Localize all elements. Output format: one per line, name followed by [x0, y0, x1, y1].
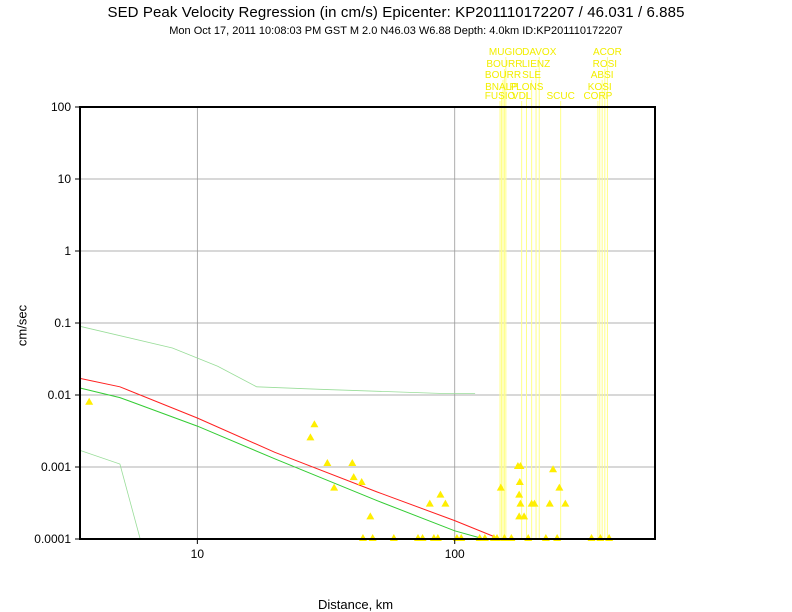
y-tick-label: 100: [51, 100, 71, 114]
y-tick-label: 0.0001: [34, 532, 71, 546]
station-label: SLE: [522, 70, 541, 81]
y-tick-label: 10: [58, 172, 72, 186]
station-label: LIENZ: [522, 59, 550, 70]
y-tick-label: 0.001: [41, 460, 71, 474]
data-point: [561, 499, 570, 507]
data-point: [520, 512, 529, 520]
data-point: [436, 490, 445, 498]
station-label: PLONS: [510, 82, 544, 93]
y-tick-label: 0.01: [48, 388, 72, 402]
station-label: SCUC: [546, 91, 574, 102]
station-label: ROSI: [593, 59, 617, 70]
data-point: [85, 397, 94, 405]
data-point: [348, 459, 357, 467]
station-lines: [499, 57, 608, 539]
data-point: [323, 459, 332, 467]
data-point: [366, 512, 375, 520]
y-tick-label: 1: [64, 244, 71, 258]
fit-line: [79, 387, 485, 540]
station-label: KOSI: [588, 82, 612, 93]
y-tick-label: 0.1: [54, 316, 71, 330]
data-point: [555, 483, 564, 491]
data-points: [85, 397, 614, 541]
station-label: DAVOX: [522, 47, 557, 58]
data-point: [515, 477, 524, 485]
x-tick-label: 10: [191, 547, 205, 561]
station-label: ABSI: [591, 70, 614, 81]
data-point: [496, 483, 505, 491]
upper-bound-line: [79, 325, 476, 394]
station-label: VDL: [512, 91, 532, 102]
station-label: BNALP: [485, 82, 518, 93]
data-point: [310, 420, 319, 428]
y-axis-label: cm/sec: [14, 304, 30, 347]
data-point: [530, 499, 539, 507]
lower-bound-line: [79, 450, 141, 540]
station-label: CORP: [583, 91, 612, 102]
data-point: [516, 499, 525, 507]
regression-line: [79, 377, 501, 540]
station-label: ACOR: [593, 47, 622, 58]
data-point: [549, 465, 558, 473]
station-labels: FUSIOBNALPBOURRBOURRMUGIOVDLPLONSSLELIEN…: [485, 47, 622, 102]
x-axis-label: Distance, km: [318, 597, 394, 612]
curves: [79, 325, 501, 540]
station-label: BOURR: [486, 59, 522, 70]
data-point: [441, 499, 450, 507]
chart-title: SED Peak Velocity Regression (in cm/s) E…: [107, 4, 685, 21]
data-point: [516, 462, 525, 469]
station-label: BOURR: [485, 70, 521, 81]
data-point: [357, 477, 366, 485]
data-point: [306, 433, 315, 441]
grid: [80, 106, 655, 540]
chart-subtitle: Mon Oct 17, 2011 10:08:03 PM GST M 2.0 N…: [169, 25, 623, 37]
data-point: [545, 499, 554, 507]
axis-ticks: 10 100 100 10 1 0.1 0.01 0.001 0.0001: [34, 100, 465, 561]
data-point: [349, 473, 358, 481]
station-label: FUSIO: [485, 91, 516, 102]
data-point: [330, 483, 339, 491]
x-tick-label: 100: [445, 547, 465, 561]
data-point: [515, 490, 524, 498]
data-point: [425, 499, 434, 507]
station-label: MUGIO: [489, 47, 523, 58]
